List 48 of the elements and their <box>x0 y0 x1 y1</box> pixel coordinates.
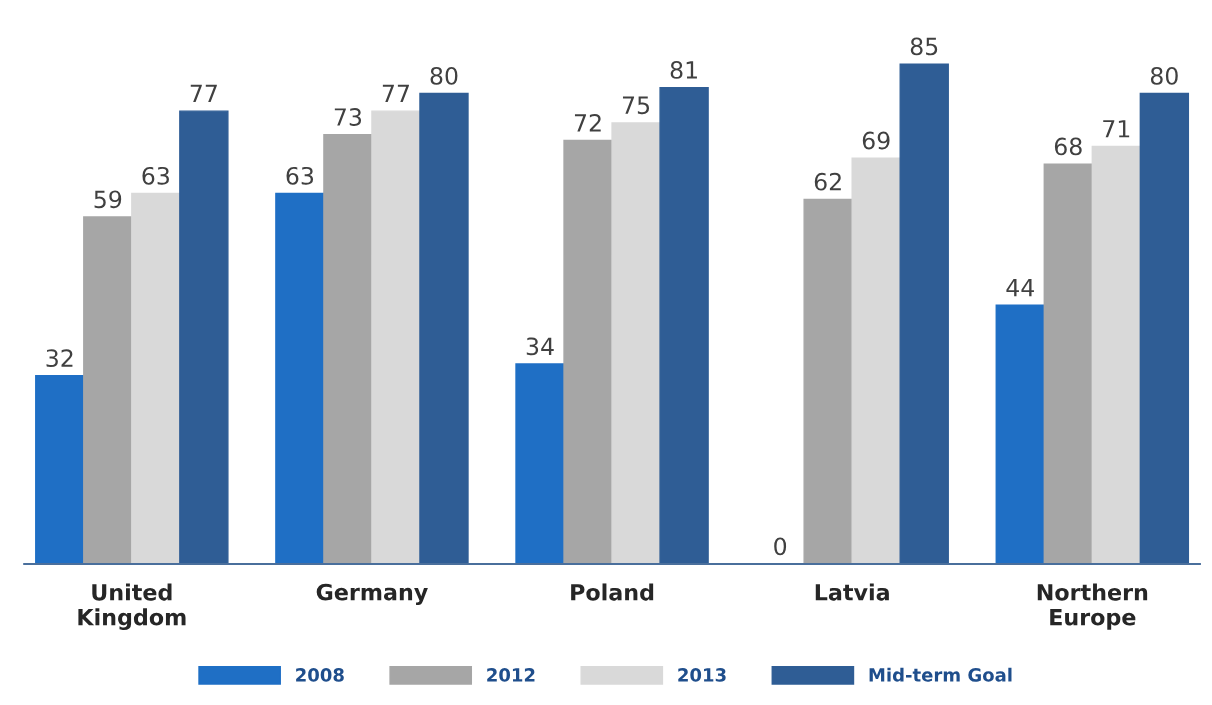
bar <box>371 110 421 564</box>
x-tick-label: Latvia <box>815 583 889 601</box>
bar <box>1043 163 1094 564</box>
data-label: 68 <box>1054 137 1082 156</box>
x-tick-label: Germany <box>316 583 428 605</box>
data-label: 80 <box>430 66 458 85</box>
bar <box>1139 92 1190 564</box>
bar <box>851 157 901 564</box>
bar <box>995 304 1045 564</box>
bar <box>83 216 133 564</box>
data-label: 34 <box>526 337 554 356</box>
data-label: 75 <box>622 96 650 115</box>
data-label: 72 <box>574 113 601 132</box>
data-label: 77 <box>190 84 217 103</box>
x-tick-label: United Kingdom <box>78 583 186 631</box>
bar <box>659 86 709 564</box>
data-label: 71 <box>1103 120 1130 138</box>
bar <box>35 375 85 564</box>
bar <box>515 363 565 564</box>
data-label: 62 <box>814 172 841 191</box>
data-label: 80 <box>1150 66 1178 85</box>
bar <box>803 198 853 564</box>
legend-label: 2013 <box>678 668 726 682</box>
bar <box>899 63 949 564</box>
bar <box>131 192 181 564</box>
legend-label: 2008 <box>296 668 344 682</box>
x-tick-label: Northern Europe <box>1037 583 1148 630</box>
data-label: 77 <box>382 84 409 103</box>
x-tick-label: Poland <box>571 583 654 601</box>
legend-label: Mid-term Goal <box>869 667 1012 682</box>
data-label: 32 <box>46 349 73 368</box>
bar <box>1091 145 1142 564</box>
bar <box>323 133 373 564</box>
bar <box>563 139 613 564</box>
data-label: 59 <box>94 190 122 209</box>
data-label: 63 <box>286 166 314 185</box>
data-label: 85 <box>910 37 938 56</box>
data-label: 44 <box>1006 278 1034 297</box>
bar <box>179 110 229 564</box>
bar <box>275 192 325 564</box>
data-label: 69 <box>862 131 890 150</box>
data-label: 81 <box>670 61 697 79</box>
data-label: 63 <box>142 166 169 185</box>
data-label: 73 <box>334 108 362 126</box>
bar <box>611 122 661 564</box>
data-label: 0 <box>774 537 787 556</box>
bar <box>419 92 469 564</box>
legend-label: 2012 <box>487 668 535 682</box>
